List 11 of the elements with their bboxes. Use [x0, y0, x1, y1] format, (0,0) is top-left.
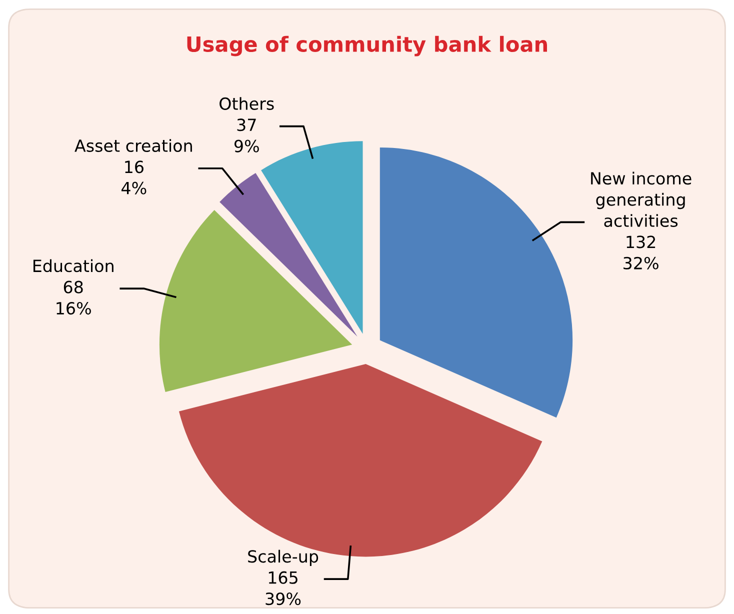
slice-label: Others: [220, 97, 274, 110]
data-label: 165 39%: [266, 571, 301, 606]
data-label: 16 4%: [122, 160, 146, 194]
slice-label: Asset creation: [74, 139, 192, 152]
slice-label: Education: [34, 259, 114, 272]
chart-title: Usage of community bank loan: [187, 36, 547, 56]
data-label: 68 16%: [56, 280, 91, 315]
data-label: 37 9%: [234, 118, 259, 152]
slice-label: Scale-up: [248, 550, 318, 566]
data-label: 132 32%: [624, 236, 658, 270]
slice-label: New income generating activities: [591, 172, 692, 228]
